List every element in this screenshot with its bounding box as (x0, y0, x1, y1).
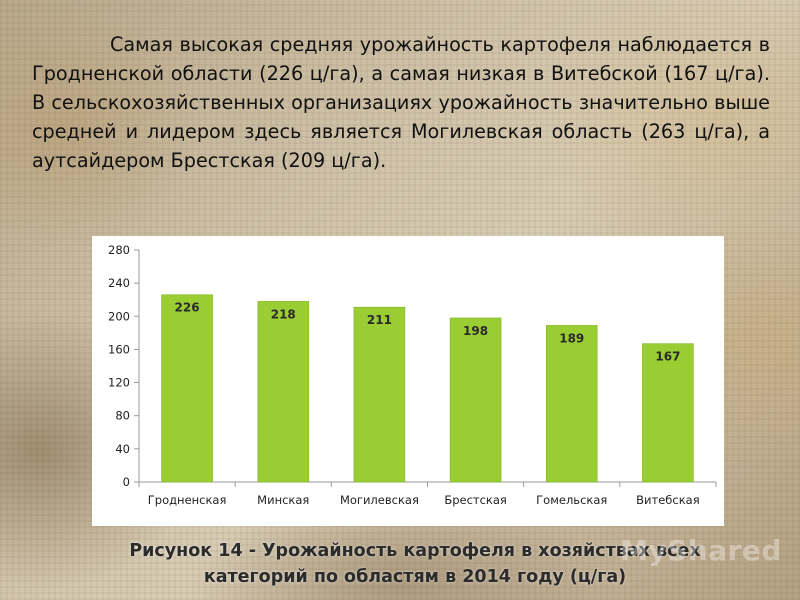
bar-chart: 0 40 80 120 160 200 240 280 226 Гродненская 218 Мин… (108, 243, 717, 507)
data-label: 226 (175, 301, 200, 315)
x-tick-label: Минская (257, 493, 309, 507)
x-tick-label: Витебская (636, 493, 699, 507)
y-tick-label: 120 (108, 376, 130, 390)
y-tick-label: 80 (115, 409, 130, 423)
y-tick-label: 200 (108, 309, 130, 323)
bar (161, 294, 213, 483)
bar (257, 301, 310, 483)
data-label: 198 (463, 324, 488, 338)
data-label: 218 (271, 307, 296, 321)
bar (642, 343, 694, 483)
y-tick-label: 40 (115, 442, 130, 456)
data-label: 189 (559, 331, 584, 345)
caption-line-1: Рисунок 14 - Урожайность картофеля в хоз… (129, 541, 701, 561)
x-tick-label: Брестская (444, 493, 507, 507)
y-tick-label: 0 (123, 475, 130, 489)
data-label: 167 (655, 350, 680, 364)
bar (353, 306, 406, 483)
chart-panel: 0 40 80 120 160 200 240 280 226 Гродненская 218 Мин… (92, 236, 724, 526)
y-tick-label: 160 (108, 342, 130, 356)
data-label: 211 (367, 313, 392, 327)
x-tick-label: Гродненская (148, 493, 227, 507)
watermark-logo: MyShared (620, 534, 782, 567)
y-tick-label: 280 (108, 243, 130, 257)
x-tick-label: Могилевская (340, 493, 419, 507)
figure-caption: Рисунок 14 - Урожайность картофеля в хоз… (100, 538, 730, 590)
bar (545, 325, 598, 483)
intro-paragraph: Самая высокая средняя урожайность картоф… (32, 33, 770, 172)
x-tick-label: Гомельская (536, 493, 607, 507)
caption-line-2: категорий по областям в 2014 году (ц/га) (203, 567, 627, 587)
y-tick-label: 240 (108, 276, 130, 290)
bar (449, 317, 502, 483)
